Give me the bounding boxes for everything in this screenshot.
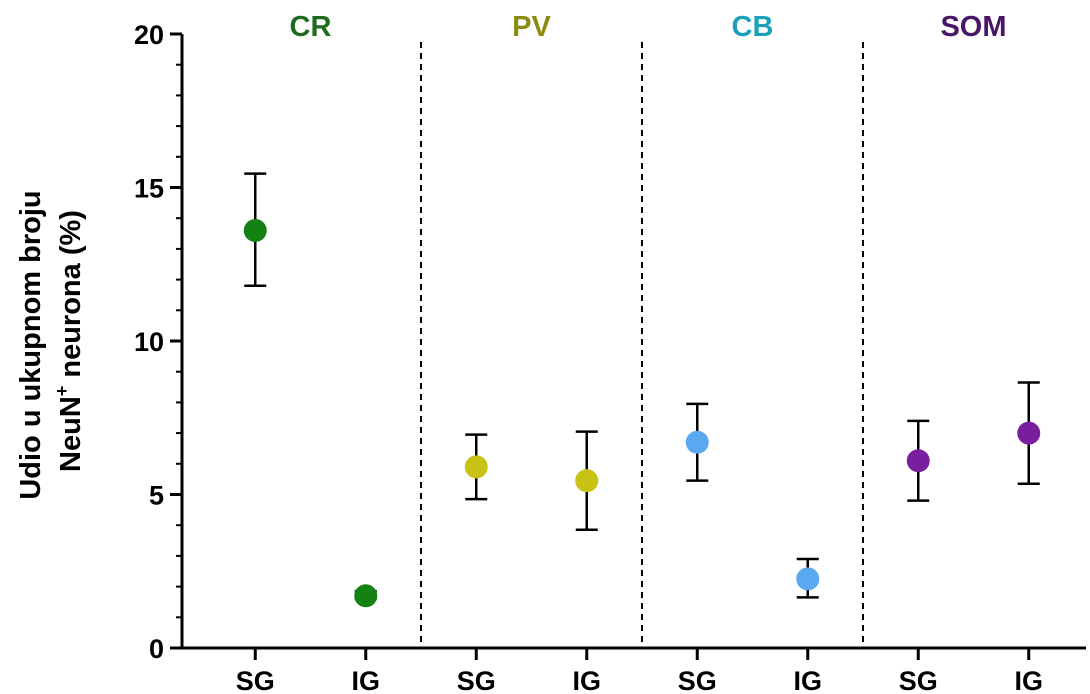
group-title-cb: CB bbox=[732, 11, 774, 43]
data-point-som-sg bbox=[906, 449, 930, 473]
x-tick-label: IG bbox=[351, 666, 380, 694]
data-point-cb-ig bbox=[796, 567, 820, 591]
data-point-cr-ig bbox=[354, 584, 378, 608]
data-point-pv-ig bbox=[575, 469, 599, 493]
y-tick-label: 0 bbox=[149, 634, 164, 664]
x-tick-label: IG bbox=[1014, 666, 1043, 694]
y-axis-title-line2: NeuN+ neurona (%) bbox=[52, 210, 87, 472]
y-tick-label: 20 bbox=[134, 20, 164, 50]
x-tick-label: SG bbox=[899, 666, 938, 694]
y-axis-title: Udio u ukupnom broju NeuN+ neurona (%) bbox=[15, 182, 87, 499]
x-tick-label: IG bbox=[793, 666, 822, 694]
data-point-pv-sg bbox=[464, 455, 488, 479]
group-title-som: SOM bbox=[940, 11, 1006, 43]
y-axis-title-sup: + bbox=[52, 386, 72, 397]
x-tick-label: SG bbox=[678, 666, 717, 694]
plot-area: 0 5 10 15 20 SG IG SG IG SG IG SG IG CR PV CB SOM bbox=[134, 11, 1086, 694]
data-point-cr-sg bbox=[243, 218, 267, 242]
y-axis-title-line1: Udio u ukupnom broju bbox=[15, 190, 47, 499]
y-axis-title-prefix: NeuN bbox=[55, 396, 87, 472]
y-tick-label: 10 bbox=[134, 327, 164, 357]
x-tick-label: SG bbox=[457, 666, 496, 694]
group-title-pv: PV bbox=[512, 11, 551, 43]
data-point-cb-sg bbox=[685, 430, 709, 454]
group-title-cr: CR bbox=[290, 11, 332, 43]
y-tick-label: 15 bbox=[134, 174, 164, 204]
y-axis-title-suffix: neurona (%) bbox=[55, 210, 87, 386]
x-tick-label: IG bbox=[572, 666, 601, 694]
data-point-som-ig bbox=[1017, 421, 1041, 445]
x-tick-label: SG bbox=[236, 666, 275, 694]
y-tick-label: 5 bbox=[149, 481, 164, 511]
